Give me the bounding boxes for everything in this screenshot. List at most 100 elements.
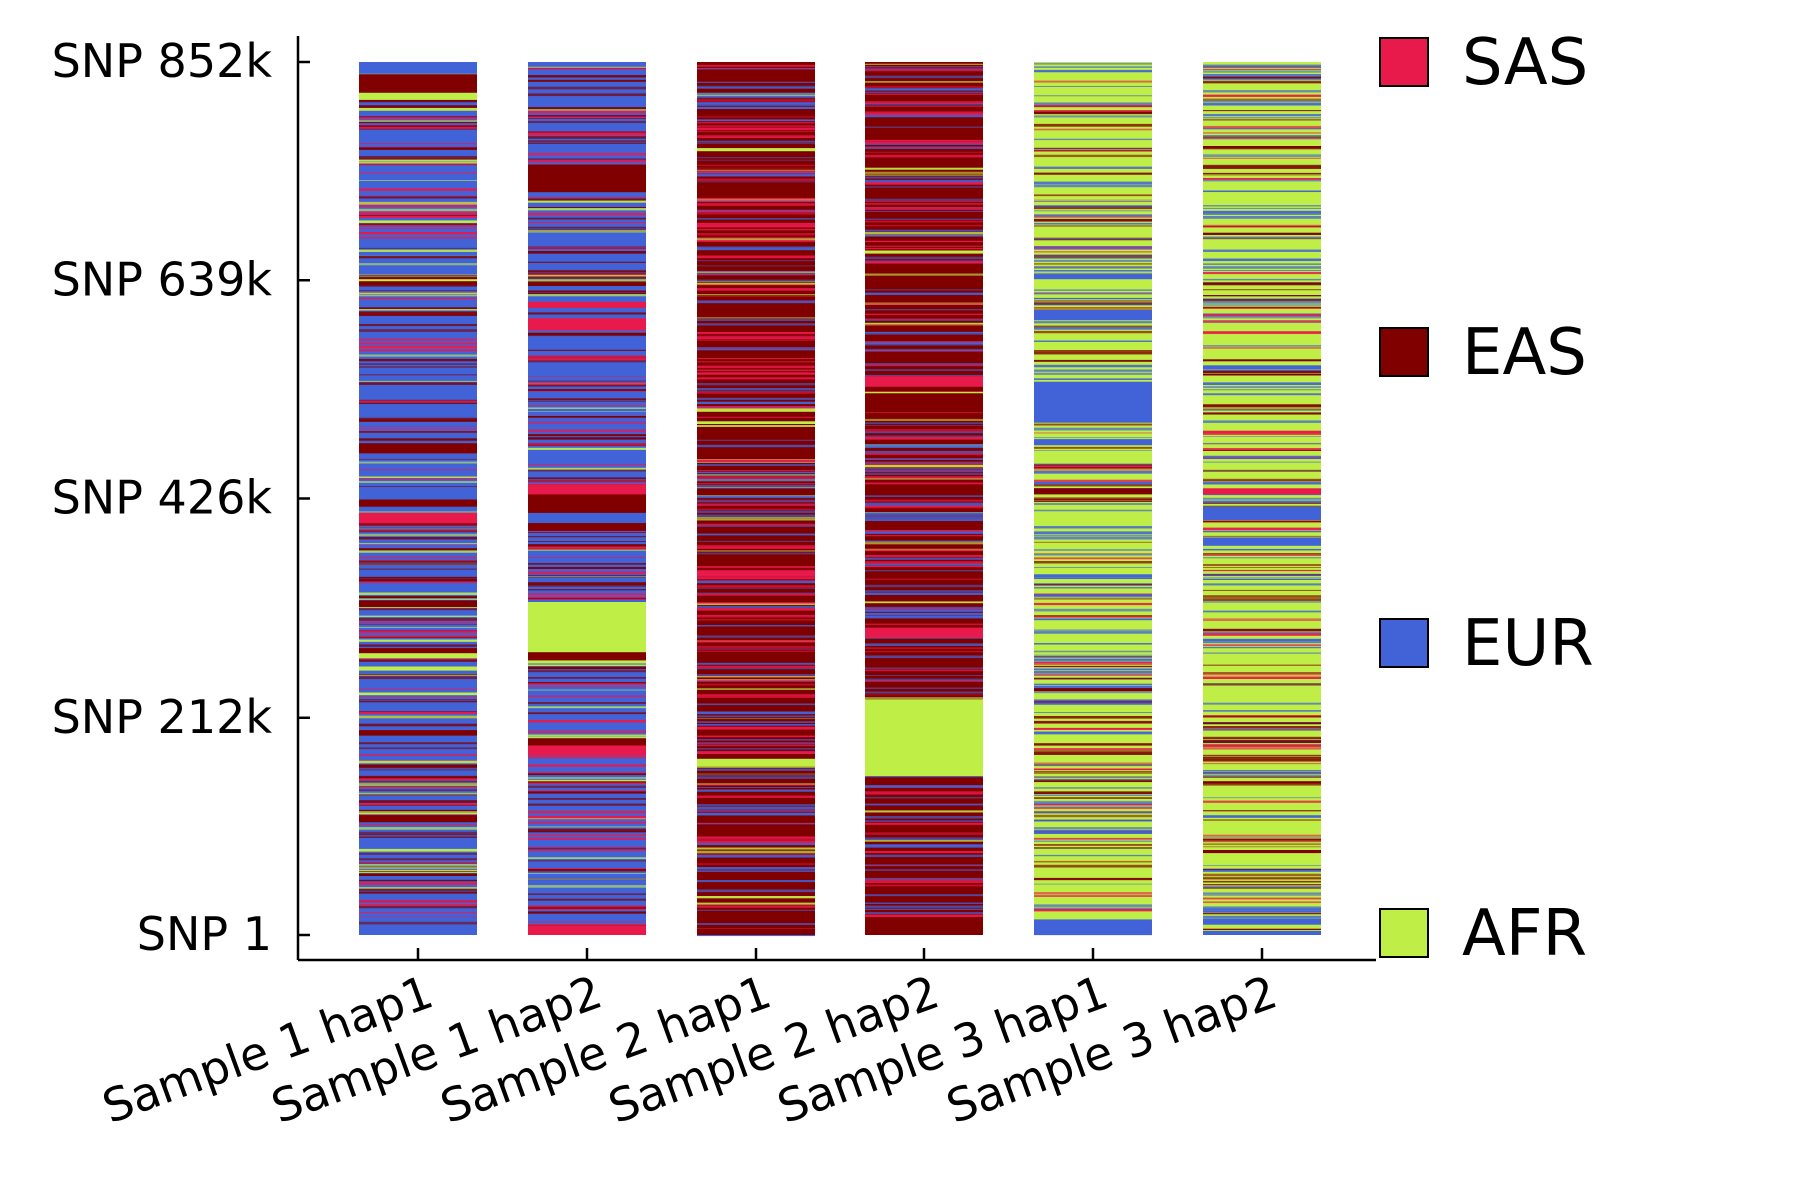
ancestry-stripe	[1203, 278, 1321, 281]
ancestry-stripe	[1203, 548, 1321, 551]
ancestry-stripe	[697, 909, 815, 911]
legend-entry-sas: SAS	[1379, 26, 1588, 100]
ancestry-stripe	[697, 928, 815, 929]
ancestry-stripe	[697, 724, 815, 726]
ancestry-stripe	[697, 679, 815, 681]
ancestry-stripe	[1034, 578, 1152, 580]
ancestry-stripe	[1034, 602, 1152, 606]
ancestry-stripe	[1034, 218, 1152, 221]
ancestry-stripe	[1203, 773, 1321, 774]
ancestry-stripe	[1203, 66, 1321, 69]
ancestry-stripe	[359, 800, 477, 802]
ancestry-stripe	[1203, 838, 1321, 842]
ancestry-stripe	[865, 418, 983, 422]
ancestry-segment-eur	[1034, 274, 1152, 280]
ancestry-stripe	[1034, 80, 1152, 83]
ancestry-stripe	[1203, 892, 1321, 894]
ancestry-stripe	[1034, 772, 1152, 774]
ancestry-stripe	[528, 873, 646, 874]
ancestry-stripe	[697, 748, 815, 750]
ancestry-stripe	[697, 768, 815, 771]
ancestry-stripe	[697, 439, 815, 441]
ancestry-stripe	[359, 699, 477, 701]
ancestry-stripe	[1203, 382, 1321, 385]
ancestry-stripe	[359, 523, 477, 526]
ancestry-stripe	[528, 712, 646, 715]
ancestry-stripe	[697, 488, 815, 489]
ancestry-stripe	[528, 86, 646, 90]
ancestry-stripe	[359, 871, 477, 872]
ancestry-stripe	[1203, 683, 1321, 685]
ancestry-segment-sas	[528, 301, 646, 308]
ancestry-stripe	[697, 255, 815, 259]
ancestry-stripe	[1203, 94, 1321, 97]
ancestry-stripe	[528, 469, 646, 472]
ancestry-stripe	[359, 250, 477, 252]
ancestry-stripe	[865, 694, 983, 696]
ancestry-stripe	[697, 246, 815, 248]
ancestry-stripe	[865, 126, 983, 128]
ancestry-stripe	[697, 847, 815, 850]
ancestry-stripe	[697, 766, 815, 768]
ancestry-stripe	[1034, 69, 1152, 72]
ancestry-stripe	[697, 229, 815, 231]
ancestry-stripe	[1034, 595, 1152, 598]
ancestry-stripe	[697, 870, 815, 872]
ancestry-stripe	[865, 273, 983, 276]
ancestry-stripe	[1034, 437, 1152, 439]
ancestry-stripe	[697, 679, 815, 682]
ancestry-stripe	[697, 836, 815, 839]
ancestry-segment-eas	[359, 648, 477, 654]
ancestry-stripe	[1203, 420, 1321, 423]
ancestry-stripe	[697, 68, 815, 69]
ancestry-stripe	[359, 525, 477, 526]
ancestry-stripe	[865, 113, 983, 115]
ancestry-segment-afr	[697, 758, 815, 766]
ancestry-stripe	[1203, 370, 1321, 374]
ancestry-stripe	[359, 533, 477, 537]
ancestry-segment-eas	[359, 499, 477, 507]
ancestry-stripe	[1203, 305, 1321, 307]
ancestry-stripe	[1203, 909, 1321, 913]
ancestry-stripe	[1203, 770, 1321, 772]
ancestry-segment-eur	[1203, 365, 1321, 370]
ancestry-stripe	[1203, 783, 1321, 786]
ancestry-stripe	[1203, 644, 1321, 646]
ancestry-stripe	[1034, 497, 1152, 500]
ancestry-stripe	[1034, 289, 1152, 291]
ancestry-stripe	[528, 828, 646, 832]
ancestry-stripe	[865, 820, 983, 823]
ancestry-stripe	[1203, 569, 1321, 572]
ancestry-stripe	[697, 96, 815, 99]
ancestry-stripe	[865, 647, 983, 649]
ancestry-stripe	[528, 548, 646, 550]
ancestry-stripe	[697, 576, 815, 578]
ancestry-stripe	[359, 785, 477, 787]
y-tick-label-snp-852k: SNP 852k	[52, 34, 273, 88]
ancestry-stripe	[359, 249, 477, 252]
ancestry-stripe	[1034, 765, 1152, 767]
ancestry-stripe	[865, 840, 983, 842]
ancestry-stripe	[865, 431, 983, 434]
ancestry-stripe	[865, 341, 983, 343]
ancestry-stripe	[528, 261, 646, 263]
ancestry-stripe	[1203, 884, 1321, 886]
ancestry-stripe	[697, 127, 815, 130]
ancestry-stripe	[865, 114, 983, 118]
ancestry-stripe	[697, 247, 815, 250]
ancestry-stripe	[528, 557, 646, 558]
ancestry-stripe	[1034, 366, 1152, 368]
ancestry-stripe	[1034, 844, 1152, 846]
ancestry-stripe	[359, 363, 477, 365]
ancestry-stripe	[1034, 471, 1152, 474]
ancestry-stripe	[528, 380, 646, 382]
ancestry-stripe	[1203, 232, 1321, 235]
ancestry-stripe	[359, 290, 477, 292]
ancestry-stripe	[1034, 364, 1152, 367]
ancestry-stripe	[359, 676, 477, 680]
ancestry-stripe	[865, 565, 983, 568]
ancestry-stripe	[1034, 807, 1152, 810]
ancestry-stripe	[697, 540, 815, 542]
